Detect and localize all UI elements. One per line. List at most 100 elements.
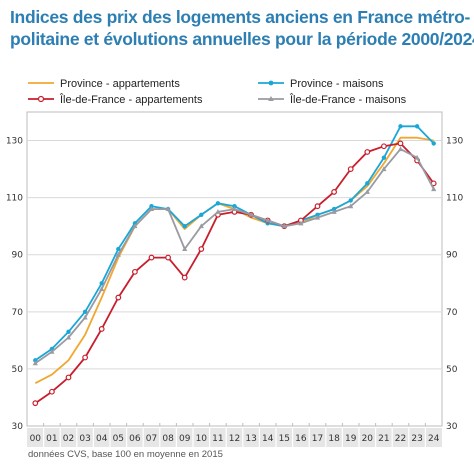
series-point-3 [281, 223, 287, 229]
series-point-1 [381, 155, 387, 160]
series-point-1 [66, 329, 71, 334]
x-tick-label: 00 [30, 434, 42, 444]
series-point-2 [314, 203, 321, 210]
x-axis-band [27, 428, 442, 447]
x-tick-label: 19 [345, 434, 357, 444]
x-tick-label: 02 [63, 434, 74, 444]
series-point-3 [215, 209, 221, 214]
series-point-1 [232, 204, 237, 209]
y-tick-left: 70 [12, 308, 24, 318]
chart-title: Indices des prix des logements anciens e… [10, 6, 474, 50]
series-point-2 [65, 374, 72, 381]
y-tick-right: 110 [446, 194, 463, 204]
series-point-3 [298, 220, 304, 226]
series-point-3 [231, 206, 238, 212]
series-point-3 [314, 214, 321, 220]
y-tick-left: 110 [6, 194, 23, 204]
series-point-3 [32, 360, 38, 366]
series-point-1 [331, 206, 337, 212]
x-tick-label: 04 [96, 434, 108, 444]
y-tick-left: 50 [12, 365, 24, 375]
series-point-1 [82, 309, 88, 315]
series-point-3 [148, 206, 155, 212]
x-tick-label: 20 [362, 434, 374, 444]
series-point-1 [99, 281, 104, 286]
y-tick-left: 30 [12, 422, 24, 432]
series-point-2 [32, 400, 39, 407]
legend-label-3: Île-de-France - maisons [289, 93, 407, 106]
series-point-2 [381, 143, 387, 150]
y-tick-right: 70 [446, 308, 458, 318]
series-point-2 [181, 274, 188, 281]
series-point-2 [364, 149, 371, 155]
y-tick-right: 90 [446, 251, 458, 261]
series-point-2 [98, 326, 105, 332]
series-point-1 [149, 204, 154, 209]
x-tick-label: 07 [146, 434, 157, 444]
y-tick-right: 50 [446, 365, 458, 375]
x-tick-label: 06 [129, 434, 141, 444]
series-point-2 [331, 189, 338, 195]
series-point-3 [414, 154, 420, 160]
series-point-3 [248, 211, 254, 217]
legend-marker-2 [37, 95, 45, 103]
series-point-2 [115, 294, 122, 301]
x-tick-label: 24 [428, 434, 440, 444]
series-point-3 [65, 334, 72, 340]
legend-marker-1 [268, 80, 274, 86]
series-point-3 [397, 146, 404, 152]
series-point-3 [182, 246, 188, 252]
series-point-3 [115, 251, 121, 257]
legend-label-1: Province - maisons [290, 78, 384, 90]
plot-frame [26, 111, 443, 427]
series-point-1 [215, 201, 221, 206]
legend-label-0: Province - appartements [60, 78, 180, 90]
x-tick-label: 01 [46, 434, 57, 444]
x-tick-label: 14 [262, 434, 274, 444]
series-point-2 [198, 246, 205, 252]
series-point-1 [398, 124, 403, 129]
series-point-3 [381, 166, 387, 172]
series-point-2 [49, 388, 55, 395]
series-point-3 [265, 217, 271, 223]
x-tick-label: 21 [378, 434, 389, 444]
series-point-2 [148, 254, 155, 261]
x-tick-label: 13 [245, 434, 256, 444]
series-point-3 [198, 223, 204, 229]
series-point-3 [82, 314, 88, 320]
x-tick-label: 03 [79, 434, 90, 444]
series-point-3 [331, 209, 337, 214]
series-point-3 [165, 206, 171, 212]
series-point-3 [431, 186, 437, 192]
series-point-2 [397, 140, 404, 147]
x-tick-label: 18 [328, 434, 340, 444]
series-point-3 [99, 286, 105, 291]
series-point-3 [348, 203, 354, 209]
chart-footnote: données CVS, base 100 en moyenne en 2015 [28, 449, 223, 460]
x-tick-label: 11 [212, 434, 223, 444]
series-point-3 [364, 189, 370, 194]
x-tick-label: 16 [295, 434, 307, 444]
series-point-1 [431, 141, 436, 146]
y-tick-right: 30 [446, 422, 458, 432]
legend-label-2: Île-de-France - appartements [59, 93, 203, 106]
series-point-1 [365, 181, 370, 186]
series-point-1 [182, 223, 187, 229]
x-tick-label: 08 [162, 434, 174, 444]
series-point-1 [315, 212, 320, 217]
legend-marker-3 [268, 96, 274, 101]
x-tick-label: 17 [312, 434, 323, 444]
title-line-2: politaine et évolutions annuelles pour l… [10, 29, 474, 49]
series-point-2 [82, 354, 88, 361]
series-point-3 [132, 223, 138, 229]
x-tick-label: 05 [113, 434, 124, 444]
x-tick-label: 10 [196, 434, 208, 444]
series-point-2 [347, 166, 354, 172]
series-point-1 [414, 124, 420, 129]
series-point-2 [131, 268, 138, 275]
series-point-1 [116, 246, 121, 252]
y-tick-left: 90 [12, 251, 24, 261]
series-point-2 [165, 254, 172, 261]
series-point-3 [49, 348, 55, 354]
